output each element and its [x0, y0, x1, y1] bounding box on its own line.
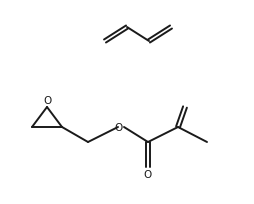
Text: O: O: [43, 96, 51, 106]
Text: O: O: [144, 169, 152, 179]
Text: O: O: [114, 122, 122, 132]
